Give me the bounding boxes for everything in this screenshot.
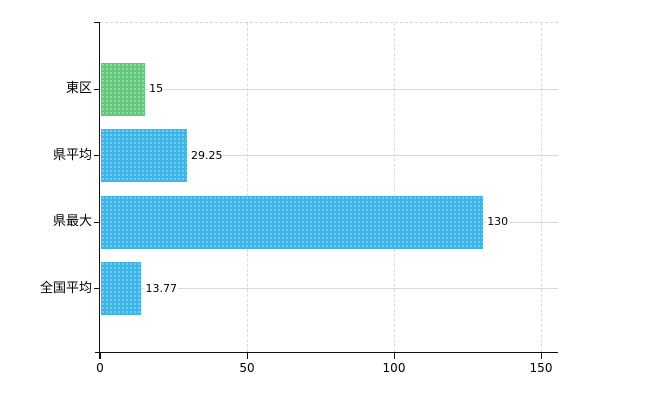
bar-3 xyxy=(101,262,142,315)
bar-2 xyxy=(101,195,484,249)
vertical-gridline-50 xyxy=(247,23,248,352)
y-axis-tick-2 xyxy=(94,221,100,223)
x-axis-tick-100 xyxy=(394,352,395,359)
category-label-2: 県最大 xyxy=(52,214,92,229)
row-gridline-0 xyxy=(100,88,558,90)
y-axis-tick-1 xyxy=(94,155,100,156)
y-axis-tick-3 xyxy=(94,288,100,289)
category-label-3: 全国平均 xyxy=(39,280,92,296)
category-label-0: 東区 xyxy=(65,81,92,96)
row-gridline-3 xyxy=(100,288,558,289)
plot-top-border xyxy=(100,22,558,23)
x-tick-label-0: 0 xyxy=(96,361,104,375)
row-gridline-1 xyxy=(100,155,558,156)
value-label-3: 13.77 xyxy=(144,281,178,295)
x-axis-tick-150 xyxy=(541,352,542,359)
x-tick-label-100: 100 xyxy=(382,361,406,375)
value-label-1: 29.25 xyxy=(189,148,224,162)
bar-0 xyxy=(101,62,146,116)
x-axis-line xyxy=(95,352,558,353)
bar-1 xyxy=(101,129,187,182)
y-axis-tick-0 xyxy=(94,88,100,90)
value-label-0: 15 xyxy=(148,82,165,95)
x-axis-tick-0 xyxy=(100,352,101,359)
vertical-gridline-100 xyxy=(394,23,395,352)
x-tick-label-150: 150 xyxy=(529,361,553,375)
y-axis-line xyxy=(99,23,100,359)
value-label-2: 130 xyxy=(486,215,510,228)
vertical-gridline-150 xyxy=(541,23,542,352)
x-axis-tick-50 xyxy=(247,352,248,359)
y-axis-top-tick xyxy=(94,22,100,23)
x-tick-label-50: 50 xyxy=(239,361,255,375)
category-label-1: 県平均 xyxy=(52,147,92,163)
